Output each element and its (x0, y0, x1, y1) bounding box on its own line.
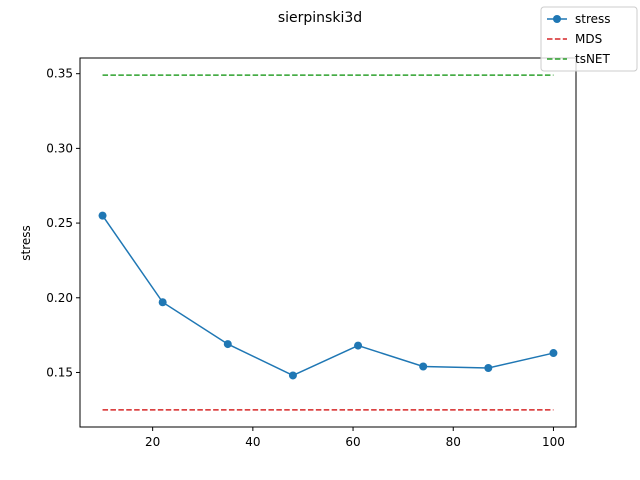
data-point (419, 362, 428, 371)
legend-marker (553, 15, 561, 23)
x-tick-label: 40 (245, 435, 260, 449)
legend-box (540, 6, 638, 72)
data-point (98, 211, 107, 220)
x-axis: 20 40 60 80 100 (145, 427, 565, 449)
legend: stress MDS tsNET (540, 6, 638, 72)
plot-area (98, 74, 558, 411)
y-axis: 0.15 0.20 0.25 0.30 0.35 (46, 67, 80, 379)
chart-title: sierpinski3d (278, 10, 362, 26)
x-tick-label: 80 (446, 435, 461, 449)
data-point (354, 341, 363, 350)
y-tick-label: 0.15 (46, 365, 73, 379)
y-tick-label: 0.30 (46, 141, 73, 155)
data-point (288, 371, 297, 380)
y-tick-label: 0.20 (46, 291, 73, 305)
x-tick-label: 100 (542, 435, 565, 449)
data-point (549, 349, 558, 358)
x-tick-label: 60 (345, 435, 360, 449)
legend-label: MDS (575, 32, 602, 46)
data-point (158, 298, 167, 307)
series-line-stress (101, 215, 554, 377)
y-axis-label: stress (19, 225, 33, 261)
y-tick-label: 0.35 (46, 67, 73, 81)
legend-label: tsNET (575, 52, 611, 66)
y-tick-label: 0.25 (46, 216, 73, 230)
legend-label: stress (575, 12, 611, 26)
x-tick-label: 20 (145, 435, 160, 449)
plot-frame (79, 57, 577, 428)
data-point (484, 363, 493, 372)
data-point (223, 340, 232, 349)
